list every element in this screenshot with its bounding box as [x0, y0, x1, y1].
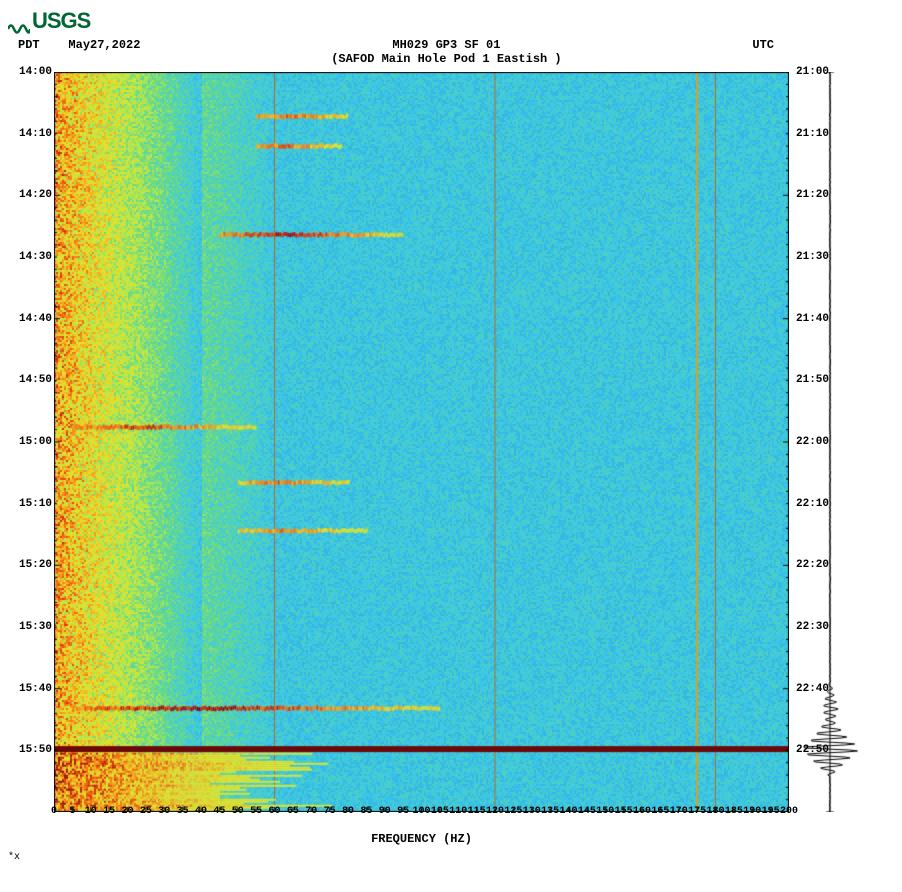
x-tick-label: 140: [559, 806, 577, 817]
y-left-tick: 14:40: [12, 313, 52, 325]
header-right: UTC: [752, 38, 894, 52]
y-left-tick: 14:20: [12, 189, 52, 201]
x-tick-label: 35: [177, 806, 189, 817]
x-tick-label: 155: [615, 806, 633, 817]
y-right-tick: 22:30: [796, 621, 840, 633]
x-tick-label: 195: [762, 806, 780, 817]
y-left-tick: 14:30: [12, 251, 52, 263]
x-tick-label: 160: [633, 806, 651, 817]
x-tick-label: 150: [596, 806, 614, 817]
y-right-tick: 22:00: [796, 436, 840, 448]
left-tz: PDT: [18, 38, 40, 52]
x-tick-label: 60: [268, 806, 280, 817]
y-axis-right-labels: 21:0021:1021:2021:3021:4021:5022:0022:10…: [796, 72, 840, 812]
y-left-tick: 15:40: [12, 683, 52, 695]
x-tick-label: 185: [725, 806, 743, 817]
right-tz: UTC: [752, 38, 774, 52]
x-tick-label: 100: [412, 806, 430, 817]
x-tick-label: 50: [232, 806, 244, 817]
y-left-tick: 15:30: [12, 621, 52, 633]
y-right-tick: 21:50: [796, 374, 840, 386]
x-tick-label: 70: [305, 806, 317, 817]
y-right-tick: 22:20: [796, 559, 840, 571]
logo-text: USGS: [32, 8, 90, 34]
x-axis-title: FREQUENCY (HZ): [54, 832, 789, 846]
y-right-tick: 22:10: [796, 498, 840, 510]
x-tick-label: 180: [706, 806, 724, 817]
x-tick-label: 30: [158, 806, 170, 817]
plot-area: 14:0014:1014:2014:3014:4014:5015:0015:10…: [54, 72, 894, 846]
y-left-tick: 14:10: [12, 128, 52, 140]
y-right-tick: 21:30: [796, 251, 840, 263]
y-right-tick: 21:00: [796, 66, 840, 78]
x-tick-label: 175: [688, 806, 706, 817]
header-left: PDT May27,2022: [8, 38, 140, 52]
y-right-tick: 21:10: [796, 128, 840, 140]
x-tick-label: 105: [431, 806, 449, 817]
x-tick-label: 10: [85, 806, 97, 817]
x-tick-label: 90: [379, 806, 391, 817]
y-left-tick: 15:20: [12, 559, 52, 571]
header-center: MH029 GP3 SF 01 (SAFOD Main Hole Pod 1 E…: [140, 38, 752, 66]
x-tick-label: 80: [342, 806, 354, 817]
y-right-tick: 21:40: [796, 313, 840, 325]
y-left-tick: 15:10: [12, 498, 52, 510]
x-tick-label: 200: [780, 806, 798, 817]
x-tick-label: 125: [504, 806, 522, 817]
header-date: May27,2022: [68, 38, 140, 52]
x-tick-label: 5: [69, 806, 75, 817]
x-tick-label: 20: [121, 806, 133, 817]
x-tick-label: 15: [103, 806, 115, 817]
x-tick-label: 115: [468, 806, 486, 817]
spectrogram-canvas: [54, 72, 789, 812]
x-tick-label: 170: [670, 806, 688, 817]
x-tick-label: 55: [250, 806, 262, 817]
y-axis-left-labels: 14:0014:1014:2014:3014:4014:5015:0015:10…: [12, 72, 52, 812]
footer-mark: *x: [8, 852, 894, 863]
y-left-tick: 15:00: [12, 436, 52, 448]
x-tick-label: 40: [195, 806, 207, 817]
usgs-logo: USGS: [8, 8, 894, 34]
x-tick-label: 130: [523, 806, 541, 817]
x-tick-label: 95: [397, 806, 409, 817]
x-tick-label: 120: [486, 806, 504, 817]
x-tick-label: 25: [140, 806, 152, 817]
x-tick-label: 0: [51, 806, 57, 817]
y-right-tick: 21:20: [796, 189, 840, 201]
y-left-tick: 14:00: [12, 66, 52, 78]
x-tick-label: 110: [449, 806, 467, 817]
header-row: PDT May27,2022 MH029 GP3 SF 01 (SAFOD Ma…: [8, 38, 894, 66]
title-line-2: (SAFOD Main Hole Pod 1 Eastish ): [140, 52, 752, 66]
title-line-1: MH029 GP3 SF 01: [140, 38, 752, 52]
x-tick-label: 45: [213, 806, 225, 817]
x-tick-label: 75: [324, 806, 336, 817]
x-tick-label: 65: [287, 806, 299, 817]
x-tick-label: 165: [651, 806, 669, 817]
x-tick-label: 135: [541, 806, 559, 817]
y-left-tick: 15:50: [12, 744, 52, 756]
y-right-tick: 22:40: [796, 683, 840, 695]
x-axis-labels: 0510152025303540455055606570758085909510…: [54, 814, 789, 830]
y-right-tick: 22:50: [796, 744, 840, 756]
x-tick-label: 85: [360, 806, 372, 817]
y-left-tick: 14:50: [12, 374, 52, 386]
x-tick-label: 145: [578, 806, 596, 817]
wave-icon: [8, 14, 30, 28]
x-tick-label: 190: [743, 806, 761, 817]
